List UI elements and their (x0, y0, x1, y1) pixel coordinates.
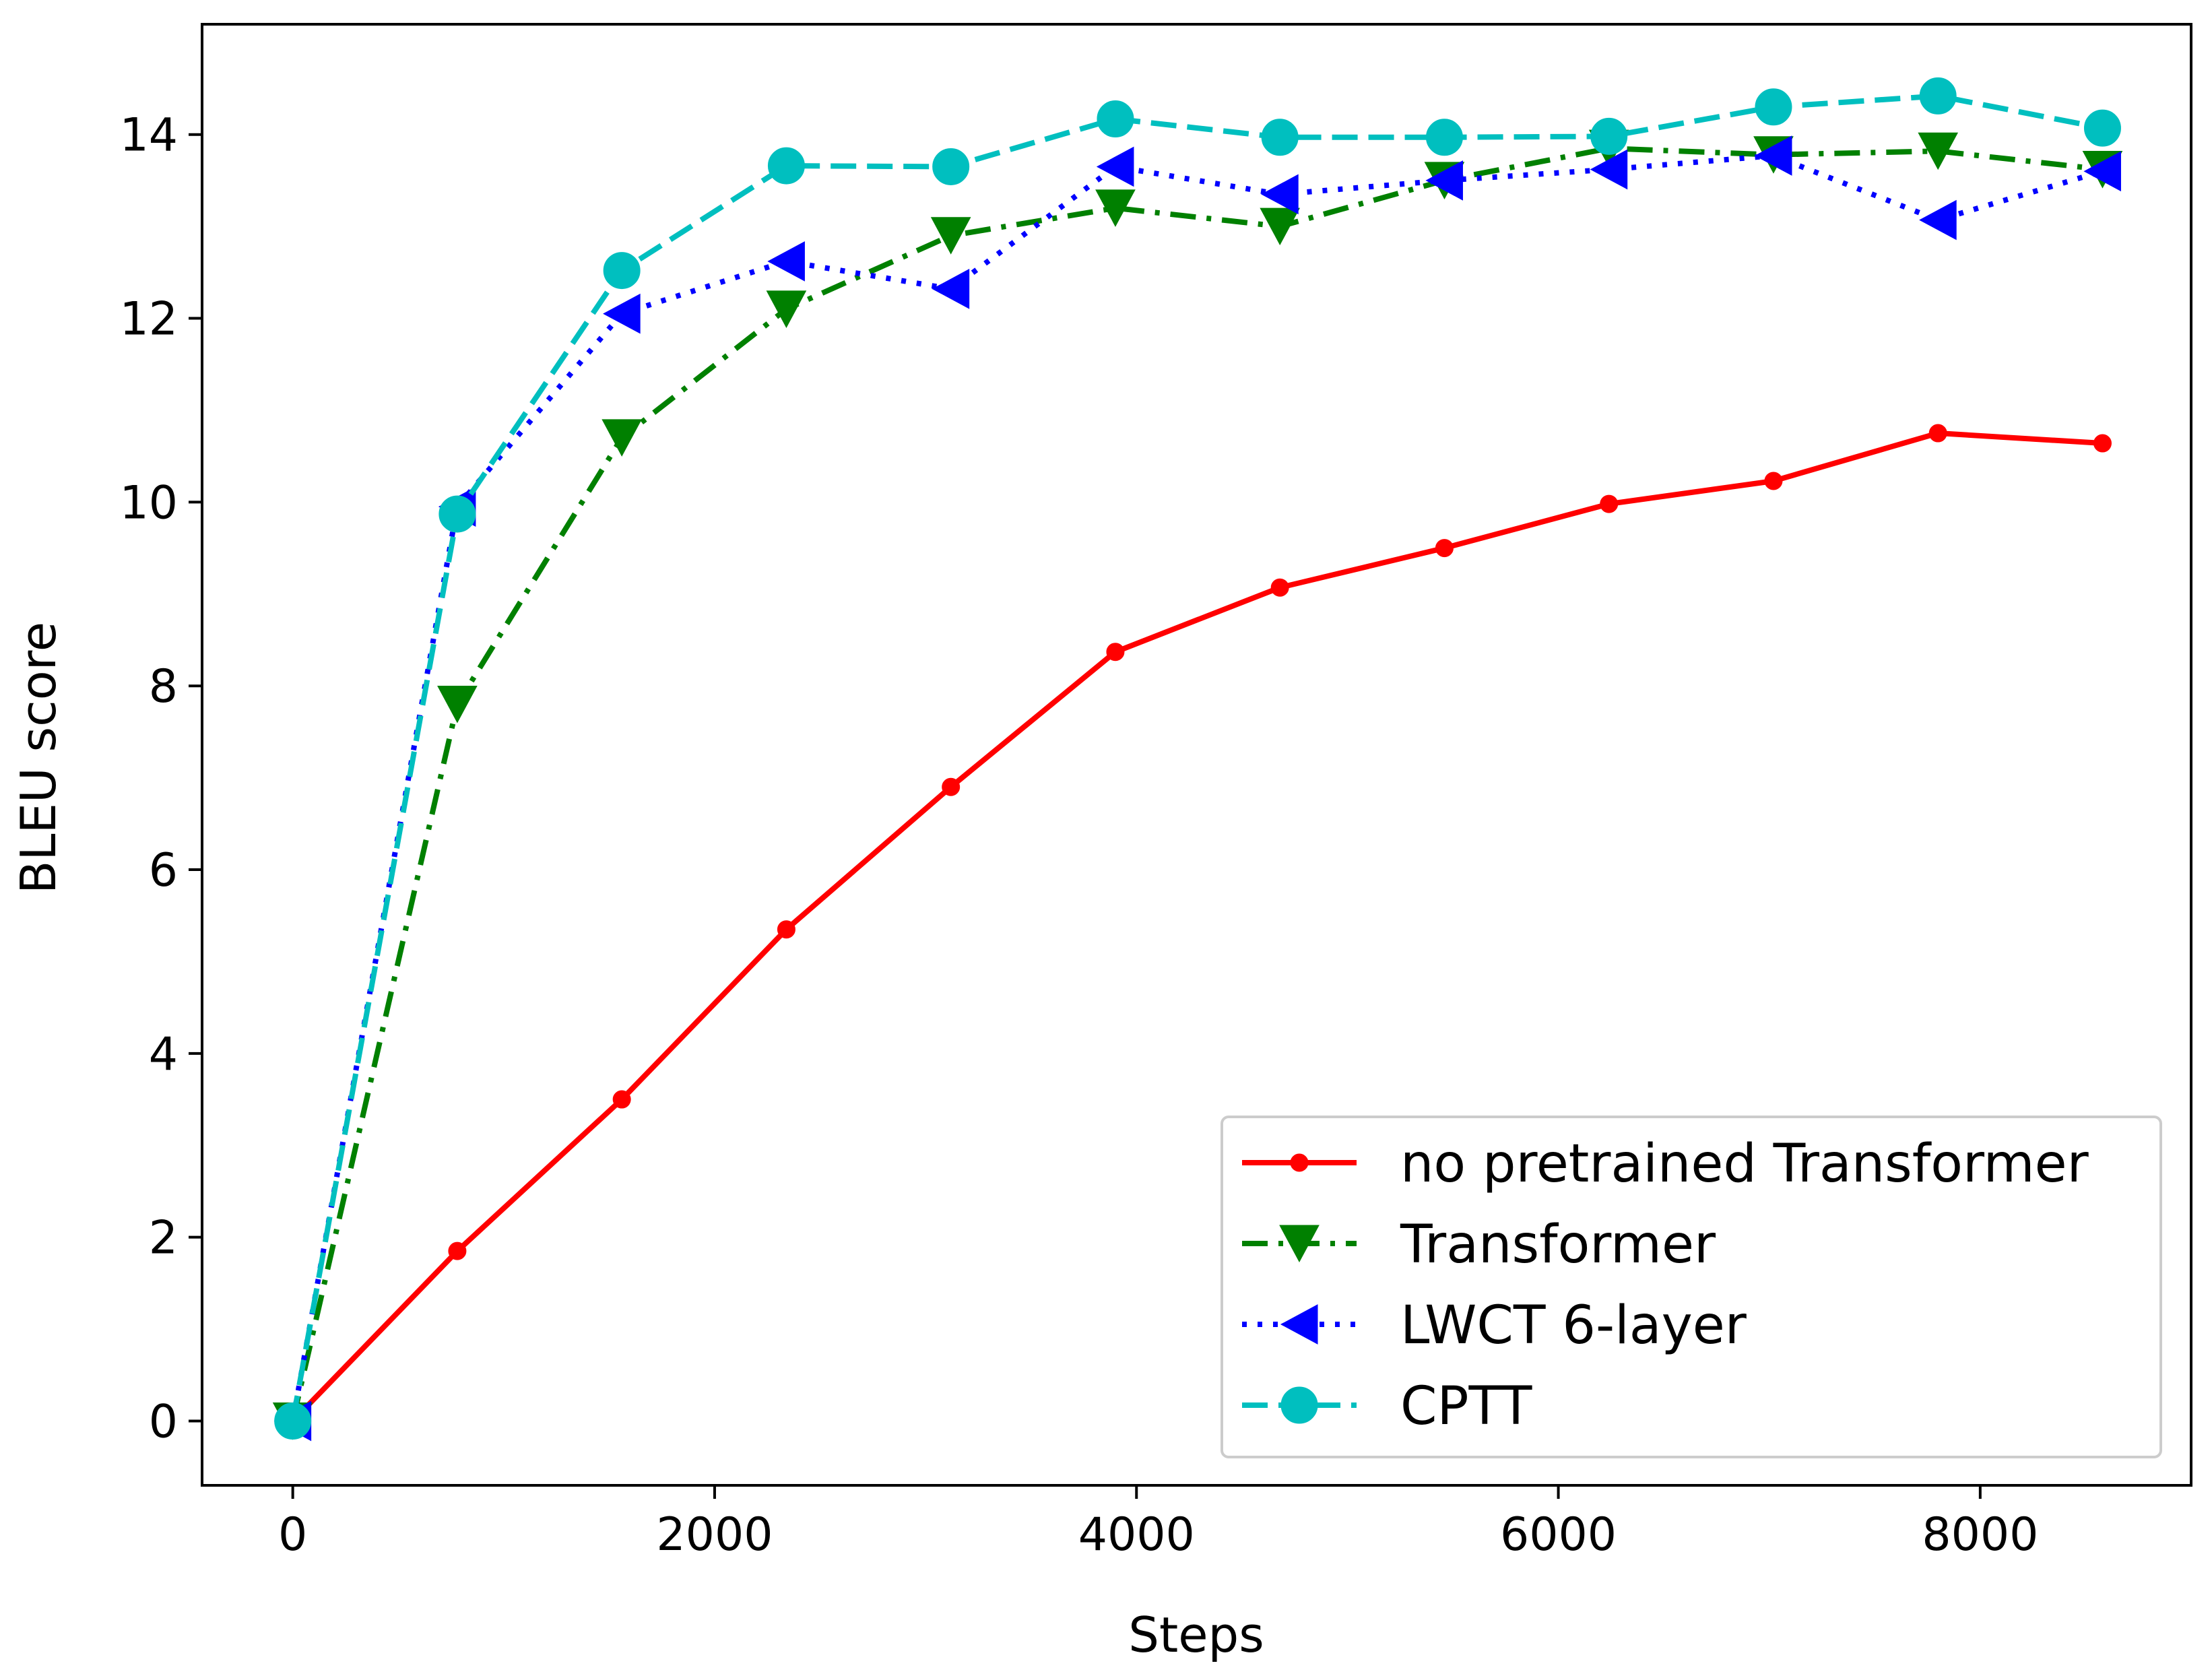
legend-marker-cptt (1280, 1386, 1318, 1424)
data-point-cptt (1590, 117, 1628, 155)
data-point-no-pretrained-transformer (777, 920, 795, 939)
x-tick-label: 4000 (1078, 1508, 1195, 1561)
legend-marker-transformer (1279, 1225, 1320, 1263)
data-point-no-pretrained-transformer (1435, 539, 1454, 558)
y-tick-label: 12 (119, 293, 178, 346)
legend-marker-no-pretrained-transformer (1290, 1153, 1309, 1172)
data-point-transformer (766, 290, 807, 328)
data-point-lwct-6-layer (1754, 135, 1792, 176)
legend-marker-lwct-6-layer (1280, 1304, 1318, 1345)
series-line-cptt (290, 93, 2104, 1422)
data-point-transformer (601, 419, 643, 457)
data-point-cptt (1261, 119, 1299, 156)
legend-label-no-pretrained-transformer: no pretrained Transformer (1400, 1134, 2089, 1194)
data-point-cptt (603, 252, 641, 290)
x-tick-label: 2000 (656, 1508, 773, 1561)
data-point-lwct-6-layer (2083, 151, 2121, 192)
data-point-lwct-6-layer (1919, 199, 1957, 240)
data-point-lwct-6-layer (1096, 146, 1134, 187)
data-point-transformer (930, 217, 971, 255)
data-point-no-pretrained-transformer (1928, 424, 1947, 443)
data-point-cptt (1919, 77, 1957, 115)
x-tick-label: 6000 (1500, 1508, 1617, 1561)
data-point-no-pretrained-transformer (942, 777, 961, 796)
data-point-no-pretrained-transformer (1764, 472, 1783, 490)
series-line-lwct-6-layer (290, 153, 2104, 1422)
data-point-lwct-6-layer (767, 241, 805, 282)
y-tick-label: 8 (149, 660, 178, 713)
x-tick-label: 8000 (1922, 1508, 2038, 1561)
data-point-no-pretrained-transformer (1270, 578, 1289, 597)
data-point-transformer (437, 685, 478, 723)
y-tick-label: 10 (119, 476, 178, 529)
y-tick-label: 6 (149, 844, 178, 897)
data-point-lwct-6-layer (1425, 160, 1463, 201)
data-point-no-pretrained-transformer (2093, 434, 2112, 453)
data-point-transformer (1095, 189, 1136, 227)
data-point-cptt (1097, 100, 1134, 138)
series-line-no-pretrained-transformer (290, 430, 2103, 1423)
data-point-lwct-6-layer (1590, 149, 1628, 190)
y-tick-label: 0 (149, 1396, 178, 1449)
data-point-cptt (2083, 109, 2121, 147)
data-point-no-pretrained-transformer (612, 1090, 631, 1109)
legend-label-cptt: CPTT (1400, 1376, 1532, 1437)
data-point-cptt (1755, 88, 1792, 126)
legend-label-lwct-6-layer: LWCT 6-layer (1400, 1295, 1747, 1356)
data-point-lwct-6-layer (603, 293, 641, 334)
y-tick-label: 2 (149, 1212, 178, 1265)
data-point-transformer (1918, 132, 1959, 170)
data-point-lwct-6-layer (932, 269, 970, 309)
data-point-cptt (274, 1402, 312, 1440)
data-point-cptt (767, 147, 805, 185)
legend: no pretrained Transformer Transformer LWCT… (1221, 1116, 2162, 1458)
series-line-transformer (290, 146, 2103, 1422)
data-point-no-pretrained-transformer (1600, 494, 1619, 513)
axes-frame (201, 23, 2192, 1487)
legend-box (1221, 1116, 2162, 1458)
y-tick-label: 4 (149, 1028, 178, 1081)
data-point-lwct-6-layer (1261, 174, 1299, 215)
axes: 0 2000 4000 6000 8000 0 2 4 6 8 10 12 14 (119, 23, 2192, 1561)
legend-label-transformer: Transformer (1400, 1215, 1716, 1275)
data-point-cptt (438, 495, 476, 533)
data-point-no-pretrained-transformer (1106, 643, 1125, 661)
x-axis-title: Steps (1128, 1607, 1264, 1663)
plot-area (272, 77, 2123, 1442)
data-point-transformer (1260, 207, 1301, 246)
data-point-cptt (1425, 119, 1463, 156)
data-point-no-pretrained-transformer (448, 1241, 467, 1260)
data-point-cptt (932, 148, 970, 185)
y-axis-title: BLEU score (10, 622, 67, 894)
y-tick-label: 14 (119, 109, 178, 162)
x-tick-label: 0 (278, 1508, 307, 1561)
